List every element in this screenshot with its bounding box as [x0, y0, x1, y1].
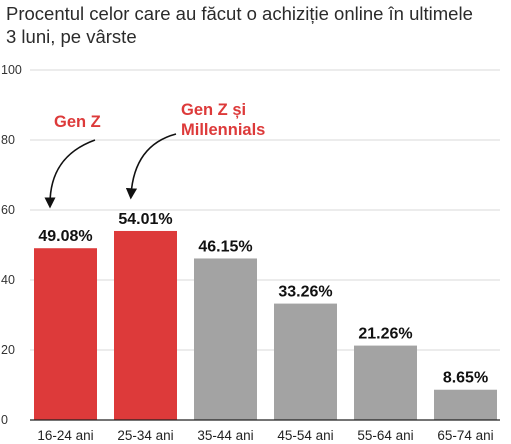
data-label: 49.08%	[38, 228, 92, 245]
annotation-label: Gen Z	[54, 113, 101, 131]
x-tick-label: 55-64 ani	[357, 428, 413, 443]
data-label: 33.26%	[278, 284, 332, 301]
x-tick-label: 65-74 ani	[437, 428, 493, 443]
x-tick-label: 45-54 ani	[277, 428, 333, 443]
data-label: 8.65%	[443, 370, 488, 387]
x-tick-label: 35-44 ani	[197, 428, 253, 443]
bar	[114, 230, 177, 420]
x-tick-label: 25-34 ani	[117, 428, 173, 443]
bar	[274, 303, 337, 420]
y-tick-label: 40	[1, 273, 15, 287]
bar	[34, 248, 97, 420]
x-tick-label: 16-24 ani	[37, 428, 93, 443]
bar	[194, 258, 257, 420]
bar	[354, 345, 417, 420]
y-tick-label: 60	[1, 203, 15, 217]
y-tick-label: 20	[1, 343, 15, 357]
y-tick-label: 100	[1, 63, 22, 77]
bar	[434, 389, 497, 420]
data-label: 54.01%	[118, 211, 172, 228]
annotation-arrow	[125, 133, 177, 200]
chart-title: Procentul celor care au făcut o achiziți…	[6, 3, 473, 47]
data-label: 46.15%	[198, 238, 252, 255]
y-tick-label: 0	[1, 413, 8, 427]
y-tick-label: 80	[1, 133, 15, 147]
data-label: 21.26%	[358, 326, 412, 343]
annotation-arrow	[44, 139, 96, 209]
annotation-label: Gen Z și Millennials	[181, 101, 265, 139]
